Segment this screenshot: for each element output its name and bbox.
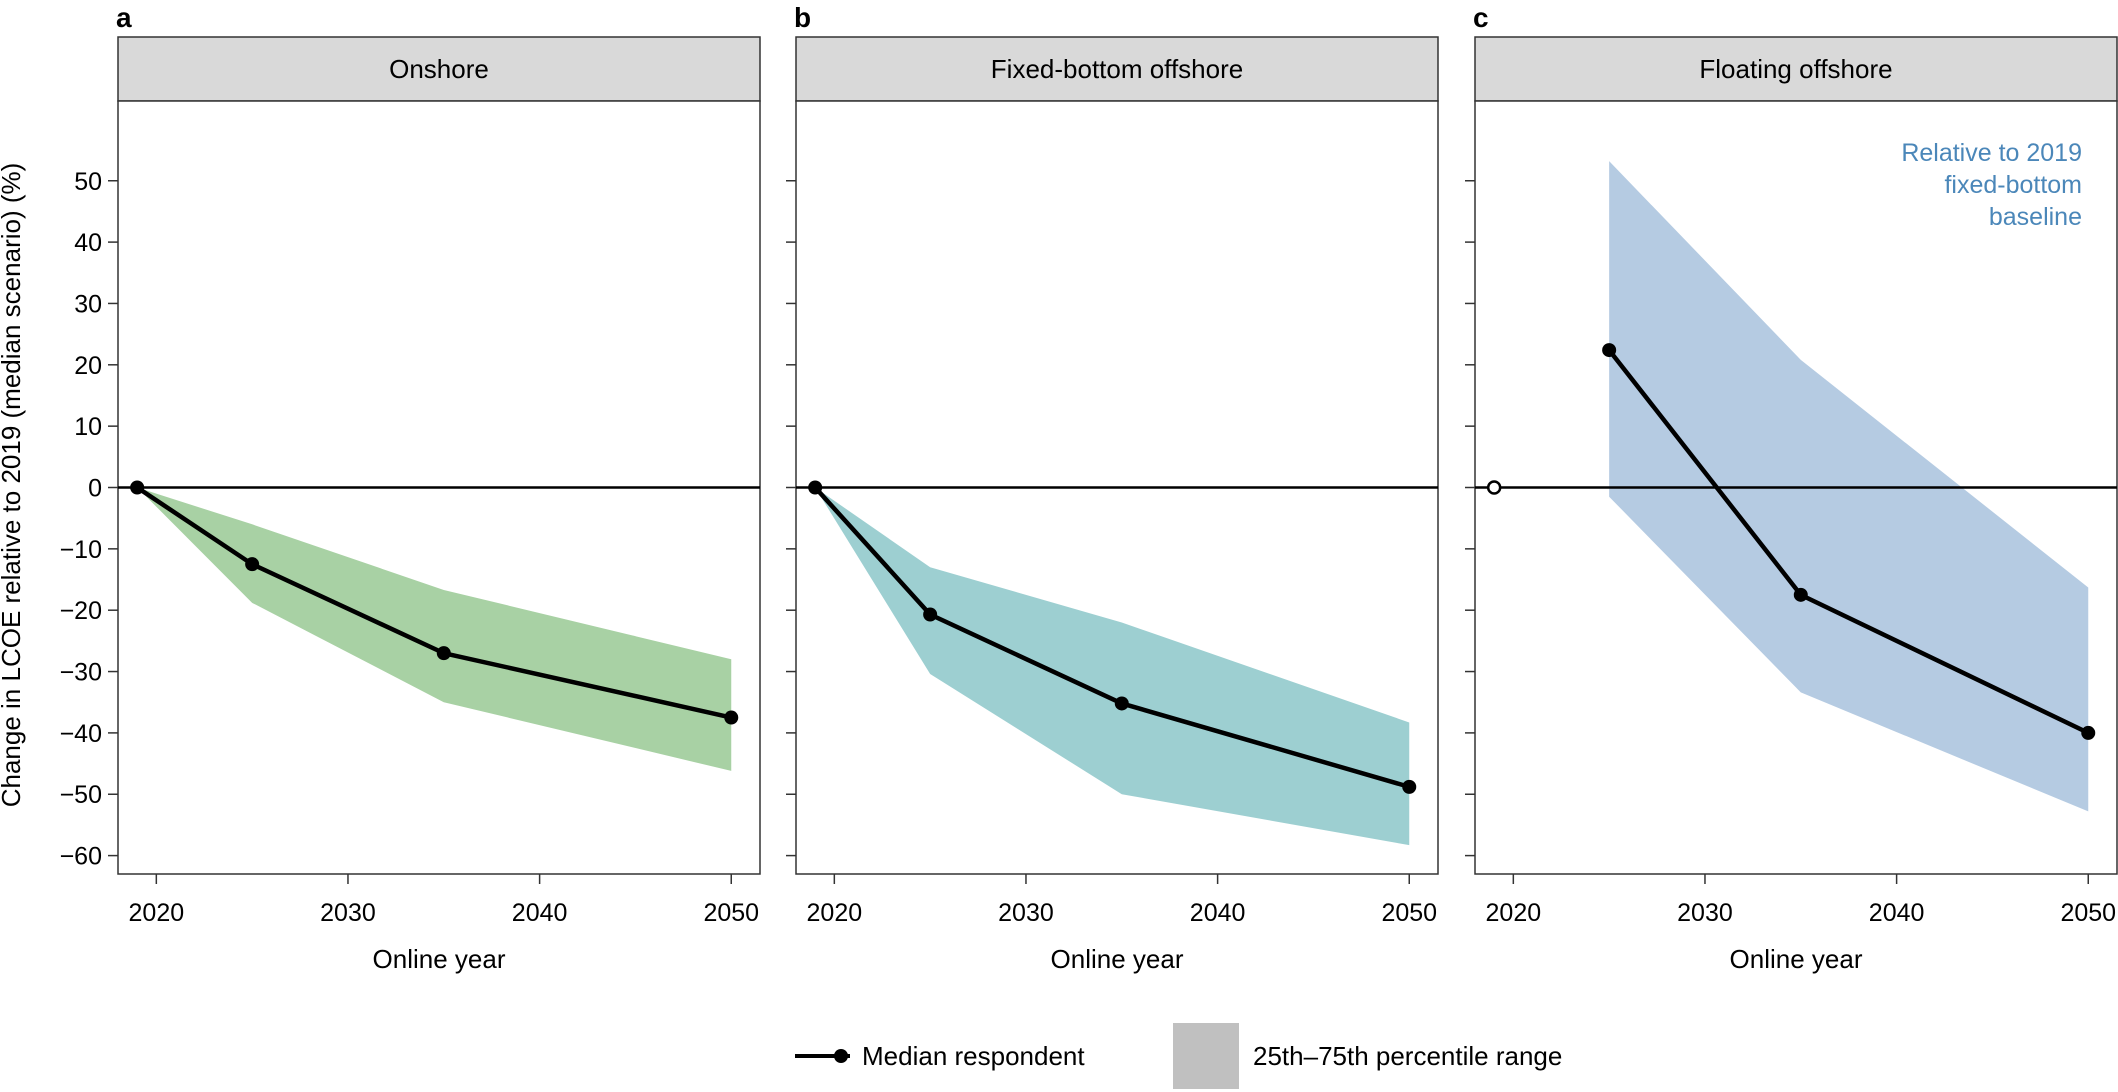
- legend-median-marker-icon: [834, 1049, 848, 1063]
- median-line: [135, 485, 732, 720]
- panel-strip: [117, 36, 761, 102]
- legend-median-label: Median respondent: [862, 1041, 1085, 1071]
- x-axis-title: Online year: [373, 944, 506, 974]
- panel-title: Onshore: [389, 54, 489, 84]
- y-tick-label: 0: [88, 475, 102, 503]
- x-tick-label: 2050: [1381, 899, 1437, 927]
- median-point: [808, 480, 823, 495]
- panel-letter: b: [794, 2, 811, 33]
- median-point: [1402, 779, 1417, 794]
- y-tick-label: −30: [60, 659, 102, 687]
- x-axis-title: Online year: [1051, 944, 1184, 974]
- median-point: [1114, 696, 1129, 711]
- y-tick-label: −50: [60, 781, 102, 809]
- x-tick-label: 2040: [512, 899, 568, 927]
- median-point: [1793, 587, 1808, 602]
- median-point: [436, 646, 451, 661]
- percentile-range-band: [137, 487, 732, 771]
- y-tick-label: −10: [60, 536, 102, 564]
- panel-fixed-bottom-offshore: b Fixed-bottom offshore 2020 2030 2040 2050 On…: [786, 2, 1439, 974]
- baseline-point: [1486, 480, 1502, 495]
- panel-letter: c: [1473, 2, 1489, 33]
- annotation-text: Relative to 2019: [1901, 139, 2082, 167]
- panel-strip: [1474, 36, 2118, 102]
- x-tick-label: 2030: [998, 899, 1054, 927]
- panel-title: Floating offshore: [1699, 54, 1892, 84]
- x-tick-label: 2030: [1677, 899, 1733, 927]
- x-tick-label: 2030: [320, 899, 376, 927]
- panel-strip: [795, 36, 1439, 102]
- y-tick-label: −20: [60, 597, 102, 625]
- x-tick-label: 2050: [2060, 899, 2116, 927]
- median-point: [245, 557, 260, 572]
- panel-onshore: a Onshore 50 40 30 20 10 0 −10 −20 −30 −40 −50 −60 202…: [60, 2, 761, 974]
- x-tick-label: 2020: [1486, 899, 1542, 927]
- panel-title: Fixed-bottom offshore: [991, 54, 1243, 84]
- median-point: [130, 480, 145, 495]
- x-tick-label: 2050: [703, 899, 759, 927]
- legend-range-swatch: [1173, 1023, 1239, 1089]
- x-axis-title: Online year: [1730, 944, 1863, 974]
- median-point: [923, 607, 938, 622]
- panel-floating-offshore: c Floating offshore 2020 2030 2040 2050 Online…: [1465, 2, 2118, 974]
- y-tick-label: 20: [74, 352, 102, 380]
- y-tick-label: −40: [60, 720, 102, 748]
- percentile-range-band: [815, 487, 1410, 846]
- x-tick-label: 2040: [1190, 899, 1246, 927]
- panel-letter: a: [116, 2, 132, 33]
- y-tick-label: 10: [74, 413, 102, 441]
- median-line: [813, 485, 1410, 790]
- x-tick-label: 2040: [1869, 899, 1925, 927]
- x-tick-label: 2020: [129, 899, 185, 927]
- median-point: [2081, 725, 2096, 740]
- y-axis-title: Change in LCOE relative to 2019 (median …: [0, 163, 26, 808]
- annotation-text: fixed-bottom: [1944, 171, 2082, 199]
- x-tick-label: 2020: [807, 899, 863, 927]
- median-point: [724, 710, 739, 725]
- y-tick-label: 40: [74, 229, 102, 257]
- legend: Median respondent 25th–75th percentile r…: [795, 1023, 1562, 1089]
- median-point: [1602, 343, 1617, 358]
- y-tick-label: 50: [74, 168, 102, 196]
- annotation-text: baseline: [1989, 203, 2082, 231]
- y-tick-label: −60: [60, 843, 102, 871]
- legend-range-label: 25th–75th percentile range: [1253, 1041, 1562, 1071]
- y-tick-label: 30: [74, 290, 102, 318]
